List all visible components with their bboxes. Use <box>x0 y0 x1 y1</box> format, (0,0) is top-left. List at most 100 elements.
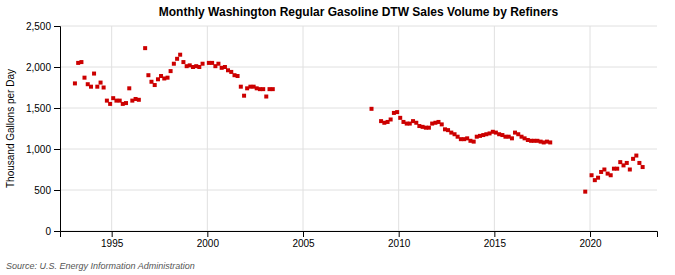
point <box>153 83 157 87</box>
point <box>602 168 606 172</box>
point <box>634 154 638 158</box>
y-tick-mark <box>54 26 60 27</box>
y-tick-label: 2,000 <box>26 62 51 73</box>
x-tick-label: 1995 <box>101 238 124 249</box>
x-tick-mark <box>494 231 495 237</box>
point <box>89 85 93 89</box>
point <box>625 161 629 165</box>
x-grid-line <box>111 26 112 231</box>
x-tick-label: 2015 <box>484 238 507 249</box>
y-tick: 2,500 <box>26 21 60 32</box>
y-grid-line <box>60 67 657 68</box>
x-grid-line <box>494 26 495 231</box>
y-tick-label: 2,500 <box>26 21 51 32</box>
point <box>216 62 220 66</box>
point <box>242 94 246 98</box>
point <box>99 81 103 85</box>
point <box>264 95 268 99</box>
x-tick-mark <box>112 231 113 237</box>
x-tick-label: 2010 <box>388 238 411 249</box>
x-axis-line <box>61 232 658 238</box>
point <box>92 72 96 76</box>
x-grid-line <box>303 26 304 231</box>
y-tick-label: 500 <box>34 185 51 196</box>
point <box>236 74 240 78</box>
point <box>637 161 641 165</box>
point <box>590 173 594 177</box>
y-grid-line <box>60 190 657 191</box>
y-tick-mark <box>54 190 60 191</box>
y-axis: 0 500 1,000 1,500 2,000 2,500 <box>26 21 61 237</box>
point <box>169 69 173 73</box>
point <box>370 107 374 111</box>
point <box>510 136 514 140</box>
x-tick: 2020 <box>579 231 602 249</box>
point <box>201 62 205 66</box>
y-tick-label: 0 <box>45 226 51 237</box>
x-grid-line <box>398 26 399 231</box>
y-grid-line <box>60 26 657 27</box>
y-tick: 0 <box>45 226 60 237</box>
source-note: Source: U.S. Energy Information Administ… <box>6 261 195 271</box>
x-tick: 2015 <box>484 231 507 249</box>
point <box>172 62 176 66</box>
point <box>102 86 106 90</box>
title: Monthly Washington Regular Gasoline DTW … <box>159 5 559 19</box>
y-tick-mark <box>54 108 60 109</box>
point <box>389 117 393 121</box>
y-grid-line <box>60 108 657 109</box>
y-axis-label: Thousand Gallons per Day <box>5 69 16 188</box>
y-tick: 500 <box>34 185 60 196</box>
point <box>395 110 399 114</box>
y-tick: 1,500 <box>26 103 60 114</box>
point <box>427 126 431 130</box>
x-tick-mark <box>590 231 591 237</box>
point <box>181 60 185 64</box>
x-tick: 2005 <box>292 231 315 249</box>
point <box>596 176 600 180</box>
chart: 1995 2000 2005 2010 2015 2020 0 500 1,000 1,500 2,… <box>0 0 675 275</box>
point <box>615 167 619 171</box>
y-tick-mark <box>54 67 60 68</box>
point <box>82 76 86 80</box>
x-tick-label: 2005 <box>292 238 315 249</box>
point <box>127 86 131 90</box>
x-tick-mark <box>207 231 208 237</box>
point <box>472 140 476 144</box>
point <box>178 53 182 57</box>
y-grid-line <box>60 149 657 150</box>
point <box>440 122 444 126</box>
marks <box>73 46 645 194</box>
point <box>124 101 128 105</box>
point <box>137 98 141 102</box>
point <box>628 168 632 172</box>
point <box>143 46 147 50</box>
y-tick: 2,000 <box>26 62 60 73</box>
point <box>239 85 243 89</box>
point <box>641 165 645 169</box>
x-tick: 2000 <box>197 231 220 249</box>
x-tick-label: 2020 <box>579 238 602 249</box>
point <box>146 73 150 77</box>
y-tick-label: 1,500 <box>26 103 51 114</box>
point <box>166 76 170 80</box>
x-tick-mark <box>399 231 400 237</box>
point <box>73 81 77 85</box>
point <box>583 190 587 194</box>
point <box>548 140 552 144</box>
x-grid-line <box>207 26 208 231</box>
x-tick-mark <box>303 231 304 237</box>
plot-area: 1995 2000 2005 2010 2015 2020 0 500 1,000 1,500 2,… <box>26 21 658 249</box>
x-tick: 2010 <box>388 231 411 249</box>
y-tick-mark <box>54 231 60 232</box>
point <box>79 60 83 64</box>
x-tick-label: 2000 <box>197 238 220 249</box>
point <box>271 87 275 91</box>
x-tick: 1995 <box>101 231 124 249</box>
y-tick: 1,000 <box>26 144 60 155</box>
point <box>398 116 402 120</box>
point <box>95 85 99 89</box>
x-grid-line <box>590 26 591 231</box>
y-tick-label: 1,000 <box>26 144 51 155</box>
x-axis: 1995 2000 2005 2010 2015 2020 <box>61 231 658 249</box>
